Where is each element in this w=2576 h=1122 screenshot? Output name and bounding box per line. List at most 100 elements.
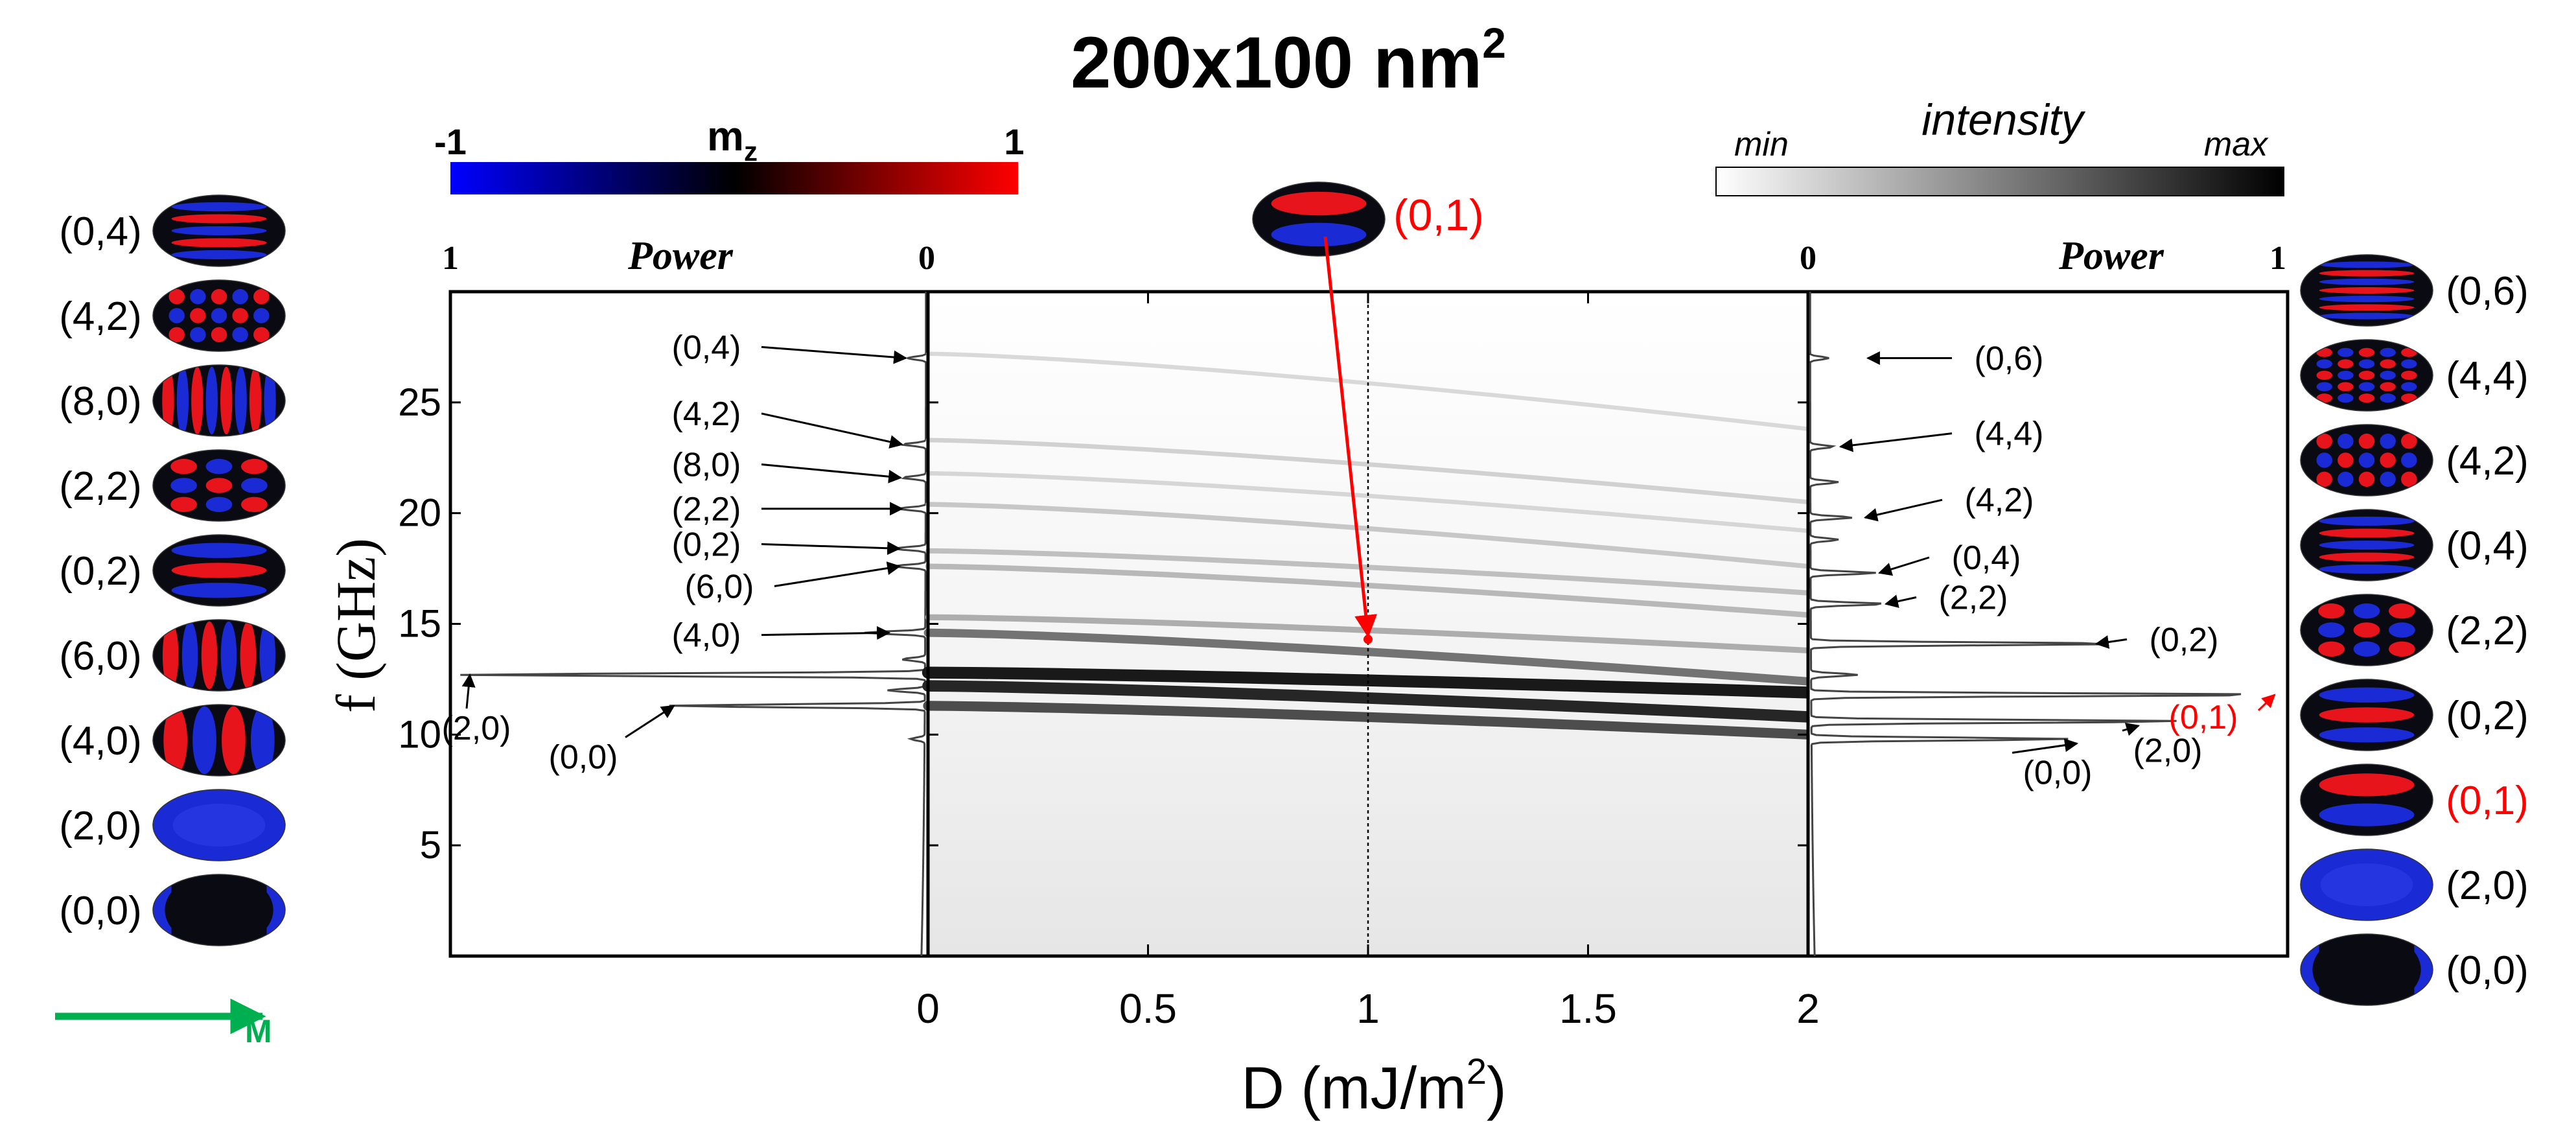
intensity-colorbar-title: intensity: [1921, 95, 2085, 145]
right-peak-arrow: [2094, 635, 2128, 649]
branch-10: [922, 680, 1814, 723]
right-mode-label: (0,6): [2446, 269, 2528, 314]
marker-point: [1363, 635, 1373, 644]
intensity-colorbar-max-label: max: [2204, 126, 2269, 163]
right-peak-label: (0,1): [2169, 699, 2238, 736]
left-mode-label: (4,0): [59, 719, 141, 764]
x-axis-title: D (mJ/m2): [1241, 1051, 1506, 1121]
left-mode-snapshot: [152, 619, 286, 692]
left-mode-column: (0,4) (4,2) (8,0) (2,2) (0,2) (6,0) (4,0) (2,0)…: [59, 194, 286, 946]
right-mode-label: (2,2): [2446, 609, 2528, 653]
left-peak-arrow: [774, 561, 901, 587]
x-tick-label: 1: [1356, 985, 1380, 1032]
left-peak-label: (2,2): [672, 491, 741, 528]
mz-colorbar: -1 1 mz: [434, 113, 1025, 194]
left-mode-label: (2,0): [59, 804, 141, 848]
right-peak-arrow: [1877, 556, 1930, 576]
right-peak-arrow: [2122, 723, 2141, 736]
right-peak-arrow: [1839, 432, 1953, 452]
left-mode-label: (0,2): [59, 549, 141, 594]
mz-colorbar-max-label: 1: [1004, 121, 1024, 162]
y-tick-label: 25: [398, 380, 441, 424]
left-peak-arrow: [625, 705, 675, 738]
right-mode-snapshot: [2300, 848, 2433, 921]
y-tick-label: 5: [420, 823, 441, 867]
branch-11: [923, 701, 1813, 740]
right-peak-label: (4,2): [1965, 482, 2034, 519]
left-peak-label: (8,0): [672, 447, 741, 484]
chart-title: 200x100 nm2: [1071, 19, 1506, 103]
right-peak-arrow: [2257, 694, 2276, 712]
intensity-colorbar-min-label: min: [1734, 126, 1789, 163]
left-mode-snapshot: [152, 534, 286, 607]
right-mode-snapshot: [2300, 424, 2433, 497]
left-mode-label: (0,0): [59, 889, 141, 933]
left-peak-label: (4,2): [672, 395, 741, 433]
x-tick-label: 1.5: [1559, 985, 1617, 1032]
right-power-axis-zero: 0: [1800, 240, 1816, 277]
magnetization-arrow: M: [55, 998, 272, 1049]
right-mode-snapshot: [2300, 339, 2433, 412]
left_panel-spectrum-line: [460, 292, 927, 956]
right-mode-snapshot: [2300, 509, 2433, 581]
x-tick-label: 0.5: [1119, 985, 1177, 1032]
right-mode-snapshot: [2300, 933, 2433, 1006]
left-peak-arrow: [761, 412, 904, 449]
right-peak-arrow: [1884, 594, 1917, 608]
y-tick-label: 15: [398, 602, 441, 646]
magnetization-label: M: [245, 1013, 272, 1049]
right-peak-arrow: [2012, 738, 2079, 754]
intensity-colorbar: min max intensity: [1715, 95, 2284, 196]
right-mode-column: (0,6) (4,4) (4,2) (0,4) (2,2) (0,2) (0,1) (2,0)…: [2300, 254, 2529, 1006]
right-mode-snapshot: [2300, 764, 2433, 836]
left-peak-arrow: [761, 345, 908, 364]
left-mode-snapshot: [152, 704, 286, 777]
top-mode-label: (0,1): [1393, 191, 1484, 240]
x-tick-label: 0: [916, 985, 940, 1032]
left-peak-arrow: [761, 541, 901, 555]
right-peak-label: (0,4): [1952, 539, 2021, 577]
right-peak-arrow: [1863, 498, 1943, 522]
right-mode-label: (0,2): [2446, 694, 2528, 738]
left-mode-snapshot: [152, 874, 286, 946]
mz-colorbar-title: mz: [707, 113, 758, 167]
right-mode-label: (0,1): [2446, 778, 2528, 823]
right-mode-snapshot: [2300, 679, 2433, 751]
left-peak-arrow: [461, 673, 476, 709]
right-power-title: Power: [2058, 234, 2164, 278]
right-mode-label: (0,0): [2446, 948, 2528, 993]
right-peak-label: (2,0): [2133, 732, 2203, 769]
marker-arrow: [1323, 236, 1378, 638]
left-peak-label: (0,0): [549, 739, 618, 777]
mz-colorbar-min-label: -1: [434, 121, 467, 162]
left-peak-arrow: [761, 625, 891, 640]
right-mode-label: (4,4): [2446, 354, 2528, 399]
top-mode-snapshot: [1252, 181, 1386, 257]
right-peak-label: (0,6): [1975, 340, 2044, 378]
right-mode-label: (2,0): [2446, 863, 2528, 908]
y-tick-label: 10: [398, 712, 441, 756]
y-axis-title: f (GHz): [325, 538, 387, 713]
y-tick-label: 20: [398, 491, 441, 535]
left-peak-label: (2,0): [442, 710, 511, 747]
branch-9: [922, 666, 1815, 699]
left-mode-snapshot: [152, 194, 286, 267]
left-power-panel: (0,4) (4,2) (8,0) (2,2)(0,2) (6,0) (4,0) (2,0)…: [442, 290, 930, 958]
right-peak-label: (2,2): [1939, 579, 2008, 617]
right_panel-frame: [1806, 290, 2290, 958]
branch-8: [923, 628, 1813, 686]
right-mode-snapshot: [2300, 254, 2433, 327]
right-peak-label: (0,2): [2150, 621, 2219, 659]
right-mode-label: (0,4): [2446, 524, 2528, 568]
left-mode-snapshot: [152, 279, 286, 352]
right-peak-label: (0,0): [2023, 754, 2093, 791]
left-peak-arrow: [761, 463, 903, 484]
left-peak-label: (6,0): [685, 568, 754, 605]
left-mode-snapshot: [152, 789, 286, 861]
branch-4: [925, 502, 1811, 569]
left-power-axis-max: 1: [442, 240, 459, 277]
right_panel-spectrum-line: [1809, 292, 2242, 957]
right-mode-label: (4,2): [2446, 439, 2528, 484]
left-mode-label: (0,4): [59, 209, 141, 254]
left-mode-label: (8,0): [59, 379, 141, 424]
